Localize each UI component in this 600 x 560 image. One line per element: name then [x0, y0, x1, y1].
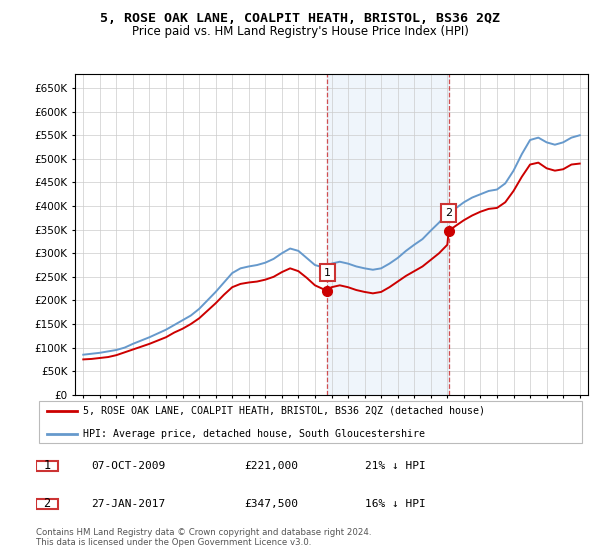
Text: Contains HM Land Registry data © Crown copyright and database right 2024.
This d: Contains HM Land Registry data © Crown c…: [36, 528, 371, 548]
Text: 21% ↓ HPI: 21% ↓ HPI: [365, 461, 426, 471]
FancyBboxPatch shape: [39, 401, 582, 444]
Text: HPI: Average price, detached house, South Gloucestershire: HPI: Average price, detached house, Sout…: [83, 429, 425, 438]
FancyBboxPatch shape: [36, 460, 58, 471]
Text: Price paid vs. HM Land Registry's House Price Index (HPI): Price paid vs. HM Land Registry's House …: [131, 25, 469, 38]
Text: 1: 1: [43, 459, 50, 473]
Text: £347,500: £347,500: [245, 499, 299, 509]
Text: 2: 2: [445, 208, 452, 218]
Text: 5, ROSE OAK LANE, COALPIT HEATH, BRISTOL, BS36 2QZ: 5, ROSE OAK LANE, COALPIT HEATH, BRISTOL…: [100, 12, 500, 25]
Text: 16% ↓ HPI: 16% ↓ HPI: [365, 499, 426, 509]
Text: 5, ROSE OAK LANE, COALPIT HEATH, BRISTOL, BS36 2QZ (detached house): 5, ROSE OAK LANE, COALPIT HEATH, BRISTOL…: [83, 406, 485, 416]
Text: 27-JAN-2017: 27-JAN-2017: [91, 499, 165, 509]
FancyBboxPatch shape: [36, 498, 58, 509]
Text: 2: 2: [43, 497, 50, 511]
Bar: [328, 74, 449, 395]
Text: £221,000: £221,000: [245, 461, 299, 471]
Text: 07-OCT-2009: 07-OCT-2009: [91, 461, 165, 471]
Text: 1: 1: [324, 268, 331, 278]
